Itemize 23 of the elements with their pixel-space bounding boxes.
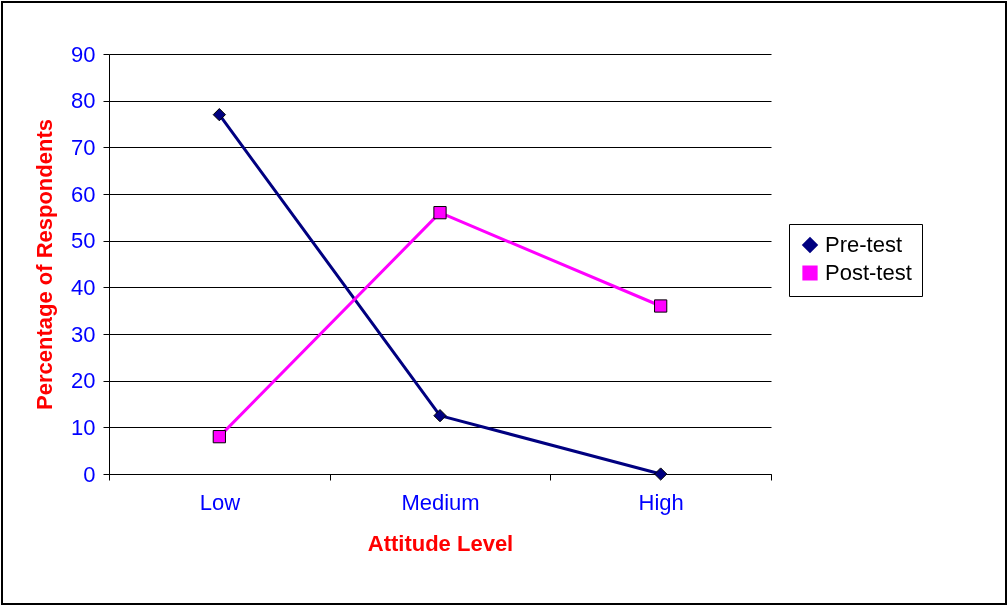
point (654, 467, 668, 481)
point (212, 108, 226, 122)
point (212, 430, 226, 444)
y-tick-label: 0 (83, 461, 96, 487)
y-tick-label: 10 (71, 414, 96, 440)
y-tick-label: 20 (71, 368, 96, 394)
y-tick-label: 90 (71, 41, 96, 67)
x-axis-title: Attitude Level (367, 530, 514, 556)
point (433, 206, 447, 220)
y-tick-label: 40 (71, 274, 96, 300)
y-tick-label: 30 (71, 321, 96, 347)
x-tick-label: Low (199, 489, 241, 515)
legend-label: Post-test (825, 260, 912, 285)
y-axis-title: Percentage of Respondents (32, 119, 58, 410)
point (654, 299, 668, 313)
x-tick-label: Medium (401, 489, 480, 515)
point (433, 409, 447, 423)
y-tick-label: 60 (71, 181, 96, 207)
y-tick-label: 80 (71, 88, 96, 114)
x-tick-label: High (638, 489, 684, 515)
legend-label: Pre-test (825, 232, 903, 257)
y-tick-label: 70 (71, 134, 96, 160)
y-tick-label: 50 (71, 228, 96, 254)
